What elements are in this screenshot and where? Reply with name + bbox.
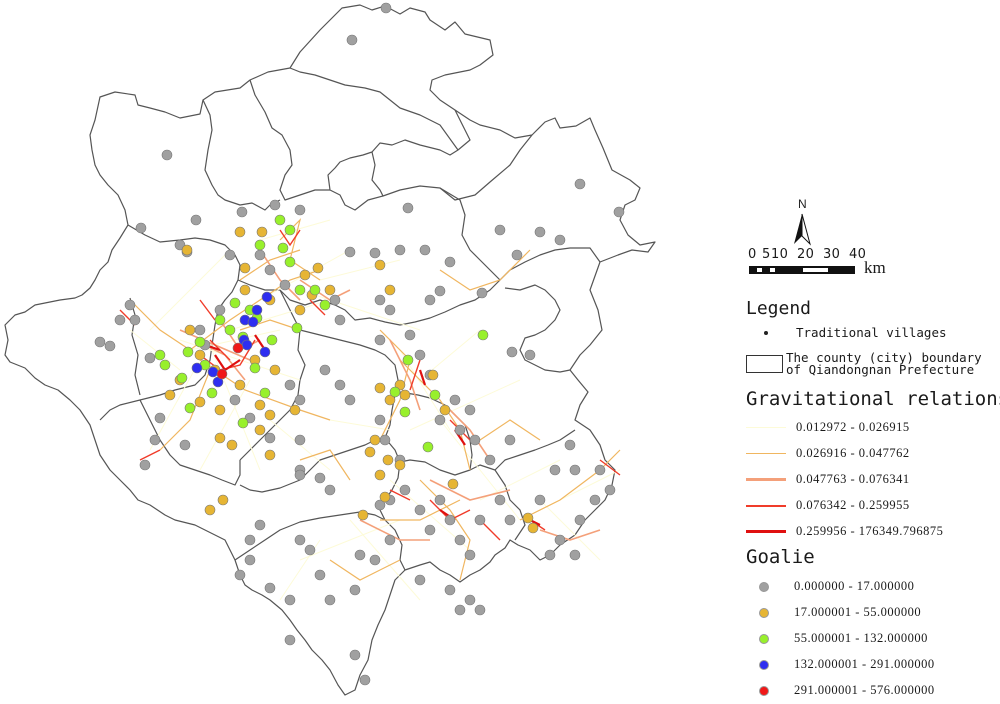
gravity-line-5-icon [746, 530, 786, 533]
legend-boundary-line1: The county (city) boundary [786, 350, 982, 365]
goalie-class-2-nodes [164, 226, 539, 534]
goalie-legend-title: Goalie [746, 546, 815, 568]
village-nodes [94, 2, 625, 686]
legend-boundary: The county (city) boundary of Qiandongna… [746, 350, 982, 377]
goalie-range-4: 132.000001 - 291.000000 [794, 657, 935, 671]
goalie-class-3: 55.000001 - 132.000000 [746, 631, 928, 646]
goalie-class-1: 0.000000 - 17.000000 [746, 579, 914, 594]
gravity-range-2: 0.026916 - 0.047762 [796, 446, 910, 460]
north-arrow-icon: N [794, 197, 811, 246]
goalie-range-2: 17.000001 - 55.000000 [794, 605, 922, 619]
goalie-class-1-nodes [94, 2, 625, 686]
legend-villages: Traditional villages [746, 325, 947, 340]
scale-tick-20: 20 [797, 247, 815, 262]
gravity-class-2: 0.026916 - 0.047762 [746, 446, 910, 461]
scale-tick-5: 5 [762, 247, 771, 262]
goalie-class-2: 17.000001 - 55.000000 [746, 605, 921, 620]
village-dot-icon [764, 331, 768, 335]
goalie-dot-2-icon [759, 607, 769, 618]
gravity-line-3-icon [746, 478, 786, 481]
gravity-line-2-icon [746, 452, 786, 455]
gravity-line-1-icon [746, 427, 786, 428]
goalie-range-1: 0.000000 - 17.000000 [794, 579, 915, 593]
gravity-range-3: 0.047763 - 0.076341 [796, 472, 910, 486]
goalie-dot-5-icon [759, 685, 769, 696]
goalie-range-5: 291.000001 - 576.000000 [794, 683, 935, 697]
scale-tick-10: 10 [771, 247, 789, 262]
scale-bar [749, 266, 855, 274]
goalie-class-5-nodes [216, 342, 244, 380]
goalie-class-5: 291.000001 - 576.000000 [746, 683, 935, 698]
svg-text:N: N [798, 197, 807, 211]
scale-tick-40: 40 [849, 247, 867, 262]
scale-unit: km [864, 258, 886, 277]
goalie-dot-1-icon [759, 581, 769, 592]
legend-title: Legend [746, 298, 812, 319]
goalie-range-3: 55.000001 - 132.000000 [794, 631, 928, 645]
gravity-class-4: 0.076342 - 0.259955 [746, 498, 910, 513]
county-boundaries [4, 4, 656, 696]
legend-boundary-line2: of Qiandongnan Prefecture [786, 362, 975, 377]
boundary-swatch-icon [746, 355, 783, 373]
gravity-range-1: 0.012972 - 0.026915 [796, 420, 910, 434]
scale-tick-0: 0 [748, 247, 757, 262]
goalie-class-4: 132.000001 - 291.000000 [746, 657, 935, 672]
qiandongnan-map [4, 2, 656, 696]
goalie-dot-3-icon [759, 633, 769, 644]
legend-villages-label: Traditional villages [796, 325, 947, 340]
gravity-legend-title: Gravitational relations [746, 388, 1000, 410]
gravity-class-1: 0.012972 - 0.026915 [746, 420, 910, 435]
gravity-edges [119, 218, 621, 601]
scale-tick-30: 30 [823, 247, 841, 262]
goalie-dot-4-icon [759, 659, 769, 670]
goalie-class-4-nodes [191, 291, 273, 388]
gravity-range-4: 0.076342 - 0.259955 [796, 498, 910, 512]
legend-boundary-text: The county (city) boundary of Qiandongna… [786, 350, 982, 377]
gravity-class-3: 0.047763 - 0.076341 [746, 472, 910, 487]
gravity-line-4-icon [746, 504, 786, 507]
gravity-class-5: 0.259956 - 176349.796875 [746, 524, 943, 539]
gravity-range-5: 0.259956 - 176349.796875 [796, 524, 944, 538]
